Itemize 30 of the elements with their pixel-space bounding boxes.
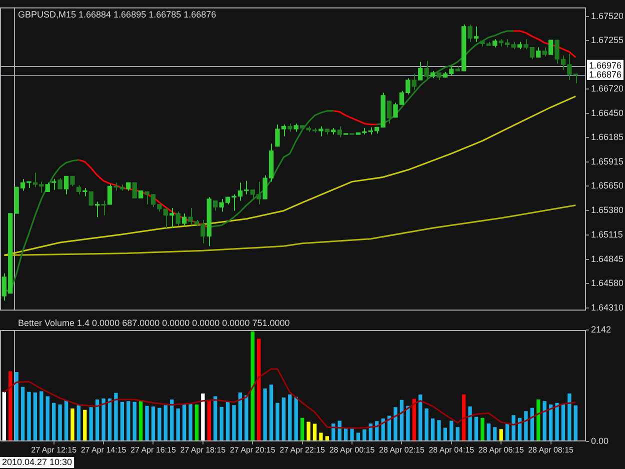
- x-tick-label: 28 Apr 04:15: [428, 445, 475, 454]
- ref-line-label: 1.66876: [589, 69, 622, 80]
- ref-line-label: 2010.04.27 10:30: [2, 456, 72, 467]
- x-tick-label: 27 Apr 16:15: [130, 445, 176, 454]
- x-tick-label: 27 Apr 20:15: [230, 445, 276, 454]
- x-tick-label: 28 Apr 06:15: [478, 445, 524, 454]
- y-tick-label: 1.66720: [591, 84, 624, 94]
- y-tick-label: 1.66450: [591, 108, 624, 118]
- x-tick-label: 27 Apr 14:15: [80, 445, 127, 454]
- y-tick-label: 1.66185: [591, 132, 624, 142]
- x-tick-label: 28 Apr 02:15: [379, 445, 425, 454]
- y-tick-label: 1.64845: [591, 254, 624, 264]
- chart-title: GBPUSD,M15 1.66884 1.66895 1.66785 1.66876: [18, 9, 216, 20]
- x-tick-label: 27 Apr 18:15: [180, 445, 226, 454]
- y-tick-label: 1.64580: [591, 278, 624, 288]
- chart-title: Better Volume 1.4 0.0000 687.0000 0.0000 0.0000 0.0000 751.0000: [18, 318, 290, 328]
- y-tick-label: 1.65915: [591, 156, 624, 167]
- x-tick-label: 27 Apr 22:15: [280, 445, 326, 454]
- y-tick-label: 1.67520: [591, 10, 624, 21]
- y-tick-label: 1.67255: [591, 35, 624, 46]
- x-tick-label: 28 Apr 00:15: [329, 445, 376, 454]
- y-tick-label: 0.00: [591, 436, 609, 446]
- y-tick-label: 2142: [591, 324, 612, 334]
- x-tick-label: 27 Apr 12:15: [31, 445, 78, 454]
- ref-line-label: 1.66976: [589, 60, 622, 70]
- y-tick-label: 1.65115: [591, 229, 623, 240]
- y-tick-label: 1.65650: [591, 180, 624, 191]
- x-tick-label: 28 Apr 08:15: [528, 445, 574, 454]
- y-tick-label: 1.64310: [591, 302, 624, 312]
- y-tick-label: 1.65380: [591, 205, 624, 216]
